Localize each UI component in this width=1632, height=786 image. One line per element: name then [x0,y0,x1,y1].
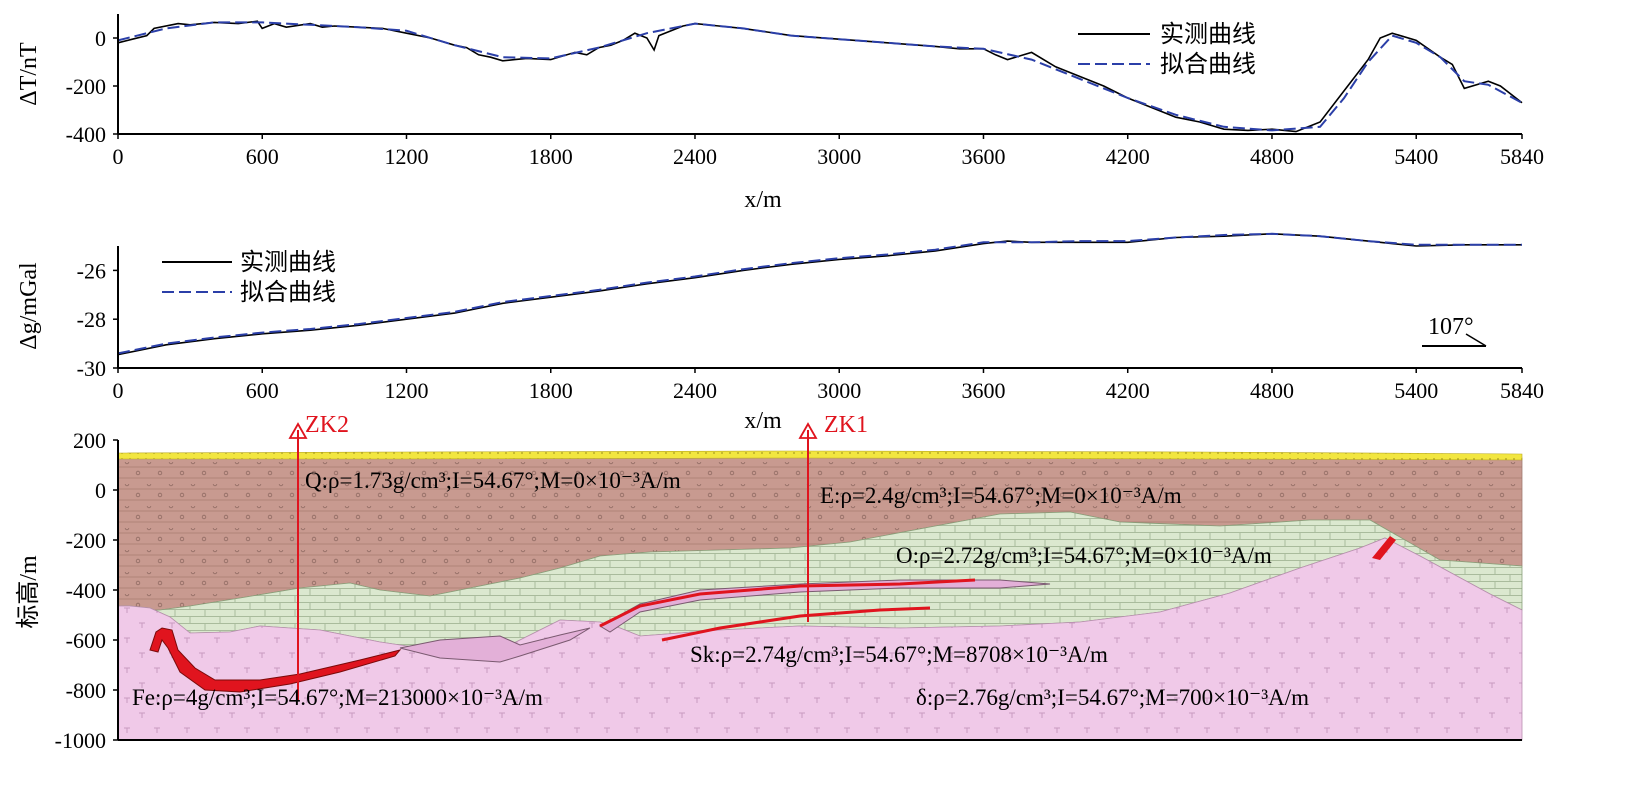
p1-x-tick-label: 4200 [1106,144,1150,169]
legend-label-fitted: 拟合曲线 [240,278,336,306]
geologic-section: 200 0 -200 -400 -600 -800 -1000 标高/m ZK2 ZK1 Q… [15,412,1523,753]
ore-body-fe-upper [599,578,976,628]
section-y-tick-label: -400 [66,578,106,603]
magnetic-x-label: x/m [744,187,782,213]
p1-x-tick-label: 4800 [1250,144,1294,169]
unit-fe-label: Fe:ρ=4g/cm³;I=54.67°;M=213000×10⁻³A/m [132,685,543,710]
p2-series-fitted [117,232,1522,355]
unit-Sk-lower [399,627,591,663]
section-y-tick-label: 0 [95,478,106,503]
unit-e-label: E:ρ=2.4g/cm³;I=54.67°;M=0×10⁻³A/m [820,483,1182,508]
p1-x-tick-label: 5400 [1394,144,1438,169]
gravity-x-label: x/m [744,408,782,434]
p2-y-tick-label: -26 [77,258,106,283]
p2-x-tick-label: 0 [113,378,124,403]
p2-x-tick-label: 5400 [1394,378,1438,403]
p1-x-tick-label: 5840 [1500,144,1544,169]
section-y-tick-label: 200 [73,428,106,453]
p2-x-tick-label: 3000 [817,378,861,403]
azimuth-label: 107° [1428,314,1474,340]
p1-y-tick-label: -200 [66,74,106,99]
p2-y-tick-label: -28 [77,307,106,332]
p2-x-tick-label: 600 [246,378,279,403]
borehole-zk2-label: ZK2 [305,412,349,438]
section-y-tick-label: -1000 [55,728,106,753]
azimuth-arrow-head [1465,333,1487,347]
p1-x-tick-label: 2400 [673,144,717,169]
unit-q-label: Q:ρ=1.73g/cm³;I=54.67°;M=0×10⁻³A/m [305,468,681,493]
ore-body-fe-east [1372,536,1396,560]
legend-label-measured: 实测曲线 [1160,20,1256,48]
p2-x-tick-label: 4200 [1106,378,1150,403]
borehole-zk2: ZK2 [288,412,349,700]
p1-x-tick-label: 3600 [961,144,1005,169]
borehole-zk1-label: ZK1 [824,412,868,438]
magnetic-chart: 0 600 1200 1800 2400 3000 3600 4200 4800 5400 5840… [16,14,1544,213]
unit-delta-label: δ:ρ=2.76g/cm³;I=54.67°;M=700×10⁻³A/m [916,685,1309,710]
borehole-zk2-arrow [288,422,308,439]
section-y-tick-label: -600 [66,628,106,653]
borehole-zk1: ZK1 [798,412,868,622]
p2-x-tick-label: 3600 [961,378,1005,403]
p2-x-tick-label: 2400 [673,378,717,403]
p2-x-tick-label: 5840 [1500,378,1544,403]
unit-o-label: O:ρ=2.72g/cm³;I=54.67°;M=0×10⁻³A/m [896,543,1272,568]
legend-label-measured: 实测曲线 [240,248,336,276]
borehole-zk1-arrow [798,422,818,439]
p1-y-tick-label: 0 [95,26,106,51]
ore-body-fe-main [149,627,402,693]
gravity-y-label: Δg/mGal [16,262,42,350]
p1-x-tick-label: 1200 [384,144,428,169]
p1-series-measured [117,20,1523,133]
p1-series-fitted [117,21,1523,132]
p2-y-tick-label: -30 [77,356,106,381]
p1-x-tick-label: 0 [113,144,124,169]
unit-sk-label: Sk:ρ=2.74g/cm³;I=54.67°;M=8708×10⁻³A/m [690,642,1108,667]
profile-azimuth: 107° [1422,314,1487,347]
ore-body-fe-lower [661,606,931,642]
legend-label-fitted: 拟合曲线 [1160,50,1256,78]
p2-x-tick-label: 4800 [1250,378,1294,403]
unit-Q [117,450,1523,461]
section-y-tick-label: -200 [66,528,106,553]
unit-delta [117,537,1523,741]
p1-x-tick-label: 600 [246,144,279,169]
p1-x-tick-label: 1800 [529,144,573,169]
p2-x-tick-label: 1200 [384,378,428,403]
gravity-chart: 0 600 1200 1800 2400 3000 3600 4200 4800 5400 5840… [16,232,1544,434]
magnetic-y-label: ΔT/nT [16,42,42,106]
magnetic-legend: 实测曲线 拟合曲线 [1078,20,1256,78]
ore-bodies [149,536,1396,693]
section-y-tick-label: -800 [66,678,106,703]
p1-x-tick-label: 3000 [817,144,861,169]
p1-y-tick-label: -400 [66,122,106,147]
gravity-legend: 实测曲线 拟合曲线 [162,248,336,306]
p2-x-tick-label: 1800 [529,378,573,403]
section-y-label: 标高/m [15,555,42,629]
